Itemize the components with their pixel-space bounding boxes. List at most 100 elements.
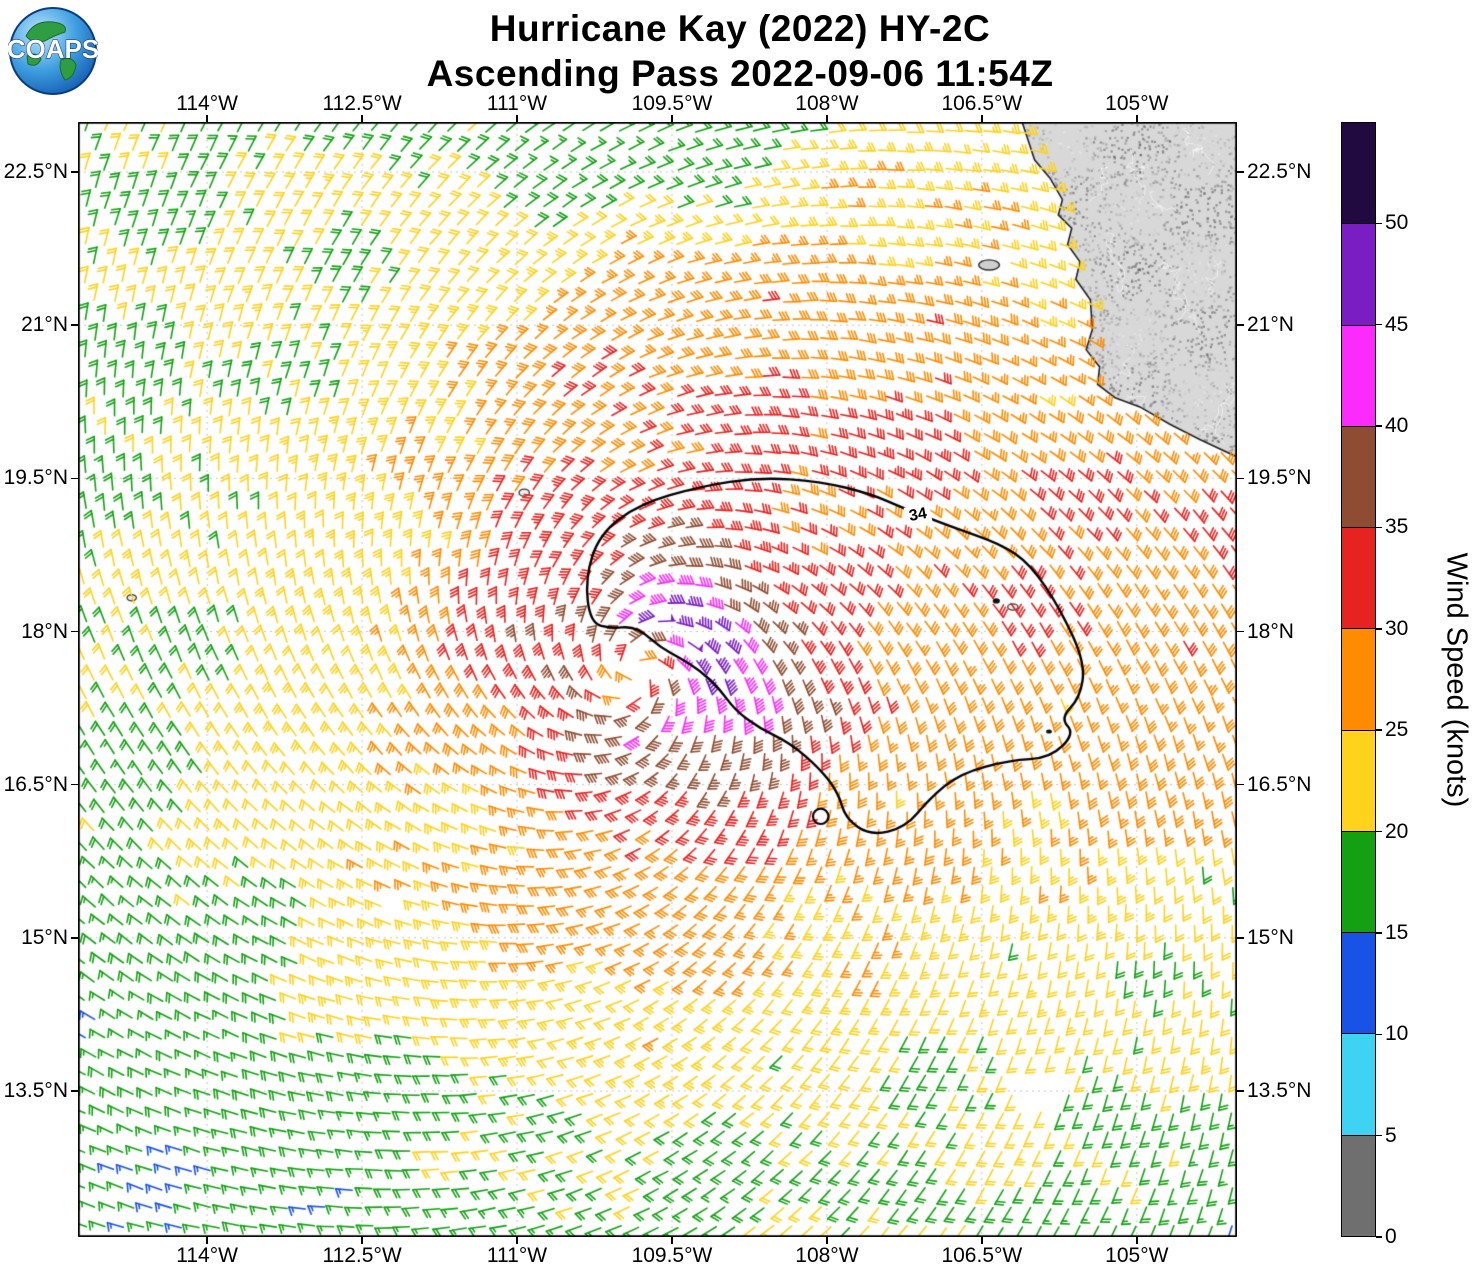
- y-tick-label-right: 19.5°N: [1247, 466, 1312, 490]
- colorbar-tick-label: 10: [1385, 1022, 1409, 1046]
- x-tick-label-top: 106.5°W: [941, 92, 1023, 115]
- y-tick-mark: [1237, 171, 1244, 173]
- y-tick-label-right: 18°N: [1247, 619, 1294, 643]
- colorbar-tick-label: 15: [1385, 920, 1409, 944]
- x-tick-mark: [206, 115, 208, 122]
- y-tick-label-left: 19.5°N: [3, 466, 68, 490]
- y-tick-mark: [71, 937, 78, 939]
- x-tick-mark: [826, 1237, 828, 1244]
- x-tick-label-bottom: 112.5°W: [322, 1244, 402, 1264]
- colorbar-segment: [1342, 628, 1375, 730]
- y-tick-label-left: 21°N: [21, 313, 68, 337]
- wind-map-canvas: [78, 122, 1237, 1237]
- colorbar-tick-label: 20: [1385, 819, 1409, 843]
- x-tick-mark: [826, 115, 828, 122]
- x-tick-mark: [981, 115, 983, 122]
- map-frame: [78, 122, 1237, 1237]
- colorbar-tick-label: 0: [1385, 1225, 1397, 1248]
- y-tick-label-right: 22.5°N: [1247, 160, 1312, 184]
- x-tick-label-top: 109.5°W: [631, 92, 713, 115]
- colorbar-tick-mark: [1376, 729, 1382, 731]
- colorbar-segment: [1342, 1134, 1375, 1236]
- colorbar-segment: [1342, 830, 1375, 933]
- x-tick-label-bottom: 109.5°W: [631, 1244, 713, 1264]
- y-tick-mark: [71, 477, 78, 480]
- colorbar-tick-label: 30: [1385, 616, 1409, 640]
- colorbar-tick-label: 35: [1385, 515, 1409, 539]
- colorbar-segment: [1342, 1033, 1375, 1135]
- x-tick-label-top: 108°W: [795, 92, 859, 115]
- title-line-2: Ascending Pass 2022-09-06 11:54Z: [426, 53, 1054, 94]
- y-tick-mark: [71, 783, 78, 786]
- x-tick-mark: [981, 1237, 983, 1244]
- colorbar-segment: [1342, 223, 1375, 325]
- colorbar-tick-label: 45: [1385, 312, 1409, 336]
- y-tick-label-right: 15°N: [1247, 925, 1294, 949]
- y-tick-label-left: 22.5°N: [3, 160, 68, 184]
- x-tick-mark: [516, 115, 518, 122]
- continent-shape: [59, 57, 77, 81]
- colorbar-segment: [1342, 324, 1375, 426]
- coaps-logo: COAPS: [8, 7, 98, 95]
- y-tick-mark: [1237, 630, 1244, 633]
- colorbar-tick-label: 40: [1385, 414, 1409, 438]
- continent-shape: [26, 53, 42, 66]
- title-line-1: Hurricane Kay (2022) HY-2C: [489, 8, 991, 49]
- y-tick-label-left: 13.5°N: [3, 1078, 68, 1102]
- x-tick-mark: [671, 115, 673, 122]
- colorbar-tick-mark: [1376, 628, 1382, 630]
- colorbar-tick-mark: [1376, 323, 1382, 326]
- x-tick-label-top: 112.5°W: [322, 92, 402, 115]
- colorbar-tick-mark: [1376, 1033, 1382, 1036]
- y-tick-label-right: 16.5°N: [1247, 772, 1312, 796]
- x-tick-label-bottom: 105°W: [1105, 1244, 1169, 1264]
- x-tick-label-bottom: 106.5°W: [941, 1244, 1023, 1264]
- colorbar-tick-mark: [1376, 222, 1382, 225]
- y-tick-label-left: 18°N: [21, 619, 68, 643]
- x-tick-mark: [516, 1237, 518, 1244]
- x-tick-label-bottom: 114°W: [176, 1244, 238, 1264]
- y-tick-label-left: 15°N: [21, 925, 68, 949]
- colorbar-tick-mark: [1376, 932, 1382, 934]
- x-tick-mark: [1136, 115, 1138, 122]
- x-tick-mark: [1136, 1237, 1138, 1244]
- x-tick-mark: [361, 115, 363, 122]
- x-tick-label-bottom: 108°W: [795, 1244, 859, 1264]
- colorbar-segment: [1342, 123, 1375, 224]
- y-tick-mark: [1237, 324, 1244, 326]
- colorbar-segment: [1342, 729, 1375, 831]
- y-tick-mark: [1237, 937, 1244, 939]
- colorbar-tick-mark: [1376, 1236, 1382, 1238]
- x-tick-label-top: 111°W: [486, 92, 548, 115]
- colorbar-axis-label: Wind Speed (knots): [1440, 552, 1473, 808]
- colorbar-segment: [1342, 425, 1375, 528]
- x-tick-label-bottom: 111°W: [486, 1244, 548, 1264]
- y-tick-label-right: 13.5°N: [1247, 1078, 1312, 1102]
- colorbar-tick-mark: [1376, 830, 1382, 833]
- y-tick-mark: [1237, 477, 1244, 480]
- logo-text: COAPS: [8, 34, 98, 64]
- colorbar-tick-mark: [1376, 526, 1382, 529]
- x-tick-mark: [671, 1237, 673, 1244]
- colorbar-tick-mark: [1376, 1134, 1382, 1137]
- y-tick-mark: [1237, 1090, 1244, 1092]
- y-tick-label-right: 21°N: [1247, 313, 1294, 337]
- x-tick-label-top: 114°W: [176, 92, 238, 115]
- colorbar: [1341, 122, 1376, 1237]
- colorbar-tick-label: 25: [1385, 718, 1409, 742]
- colorbar-segment: [1342, 932, 1375, 1034]
- y-tick-mark: [71, 324, 78, 326]
- y-tick-mark: [71, 1090, 78, 1092]
- continent-shape: [25, 21, 66, 43]
- x-tick-label-top: 105°W: [1105, 92, 1169, 115]
- y-tick-mark: [71, 171, 78, 173]
- plot-title: Hurricane Kay (2022) HY-2C Ascending Pas…: [60, 6, 1420, 96]
- colorbar-tick-mark: [1376, 425, 1382, 427]
- x-tick-mark: [206, 1237, 208, 1244]
- y-tick-mark: [1237, 783, 1244, 786]
- colorbar-segment: [1342, 527, 1375, 629]
- colorbar-tick-label: 5: [1385, 1123, 1397, 1147]
- colorbar-tick-label: 50: [1385, 211, 1409, 235]
- y-tick-label-left: 16.5°N: [3, 772, 68, 796]
